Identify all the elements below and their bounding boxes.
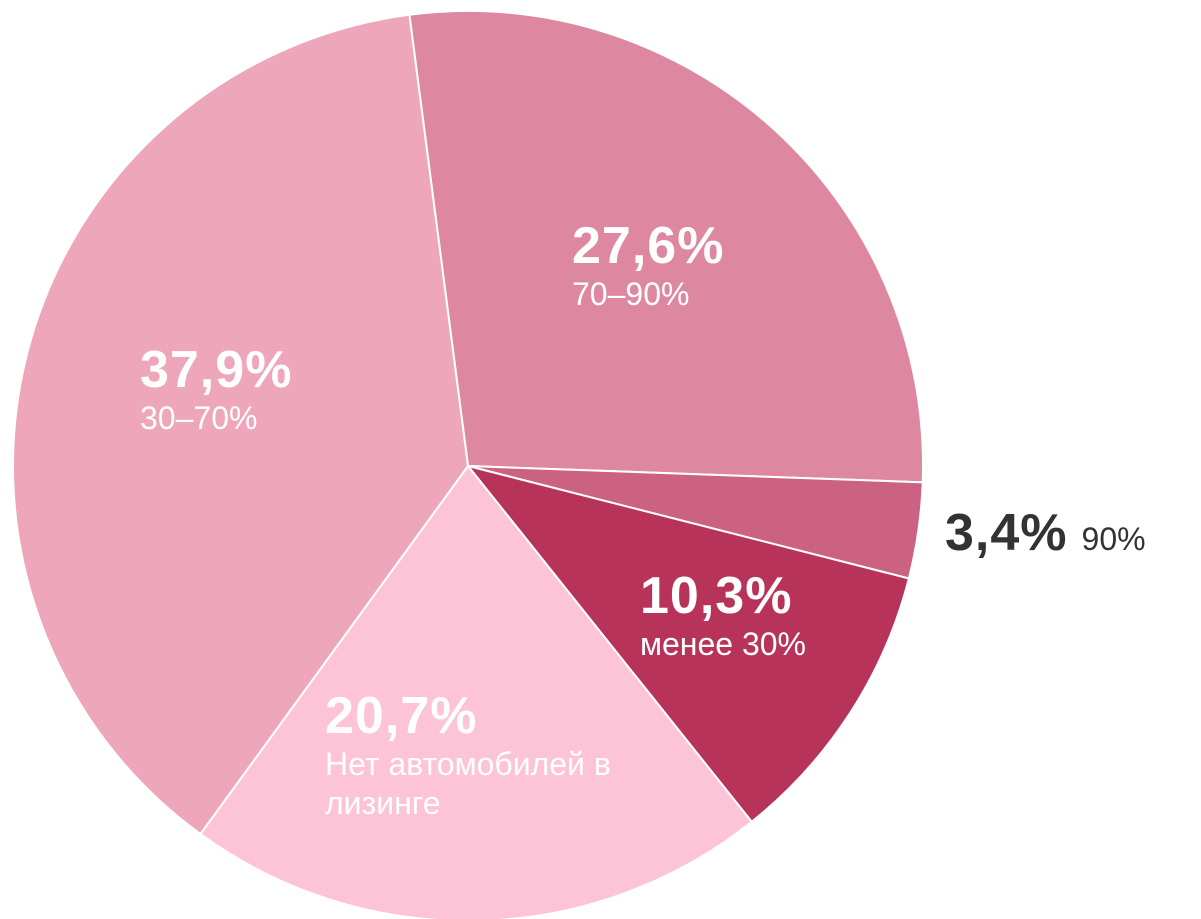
pie-slice — [408, 10, 924, 484]
value-label: 37,9% — [140, 341, 293, 399]
slice-label: 10,3% менее 30% — [640, 567, 900, 664]
pie-slice — [12, 13, 470, 836]
value-label: 10,3% — [640, 567, 793, 625]
category-label: менее 30% — [640, 626, 806, 663]
slice-label: 3,4% 90% — [945, 504, 1201, 562]
pie-slice — [465, 464, 911, 824]
slice-label: 20,7% Нет автомобилей в лизинге — [325, 687, 705, 822]
slice-label: 37,9% 30–70% — [140, 341, 400, 438]
category-label: 90% — [1081, 521, 1146, 557]
value-label: 27,6% — [572, 217, 725, 275]
category-label: Нет автомобилей в лизинге — [325, 746, 611, 821]
pie-slice — [199, 464, 754, 919]
category-label: 30–70% — [140, 400, 258, 437]
value-label: 3,4% — [945, 504, 1068, 562]
slice-label: 27,6% 70–90% — [572, 217, 872, 314]
value-label: 20,7% — [325, 687, 478, 745]
category-label: 70–90% — [572, 276, 690, 313]
